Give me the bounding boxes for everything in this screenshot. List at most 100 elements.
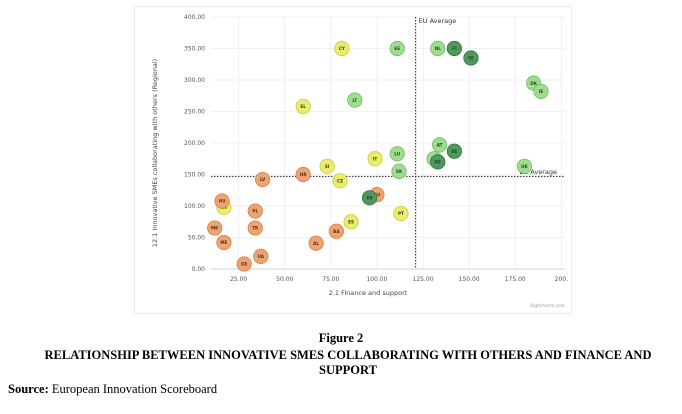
point-label: DE — [435, 160, 441, 165]
point-marker — [247, 203, 263, 219]
data-point-sk: SK — [391, 163, 407, 179]
point-marker — [253, 248, 269, 264]
point-marker — [207, 220, 223, 236]
x-tick-label: 200. — [555, 276, 568, 283]
y-tick-label: 300.00 — [184, 77, 205, 84]
x-tick-label: 75.00 — [322, 276, 339, 283]
point-label: SK — [396, 169, 403, 174]
point-marker — [463, 50, 479, 66]
point-marker — [295, 98, 311, 115]
point-marker — [236, 256, 252, 272]
point-marker — [391, 163, 407, 179]
point-label: UK — [521, 164, 528, 169]
data-point-al: AL — [308, 235, 324, 251]
data-point-be: BE — [446, 143, 462, 159]
point-marker — [516, 158, 533, 174]
data-point-cy: CY — [334, 40, 350, 57]
point-label: BA — [333, 229, 340, 234]
point-label: EL — [300, 104, 306, 109]
point-marker — [361, 190, 378, 206]
data-point-hu: HU — [214, 193, 230, 209]
point-marker — [255, 171, 271, 188]
point-label: ME — [220, 240, 227, 245]
data-point-tr: TR — [247, 220, 263, 236]
data-point-lv: LV — [255, 171, 271, 188]
x-tick-label: 50.00 — [276, 276, 293, 283]
data-point-el: EL — [295, 98, 311, 115]
point-label: AL — [313, 241, 319, 246]
figure-source: Source: European Innovation Scoreboard — [8, 382, 217, 397]
data-point-si: SI — [319, 158, 335, 174]
x-tick-label: 125.00 — [413, 276, 434, 283]
point-label: LV — [260, 177, 266, 182]
point-marker — [216, 234, 232, 251]
source-text: European Innovation Scoreboard — [48, 382, 218, 396]
point-marker — [334, 40, 350, 57]
figure-heading: RELATIONSHIP BETWEEN INNOVATIVE SMES COL… — [44, 348, 652, 377]
point-label: TR — [252, 226, 259, 231]
data-point-de: DE — [430, 154, 446, 170]
point-marker — [393, 205, 409, 222]
point-label: PL — [252, 209, 258, 214]
point-marker — [389, 146, 405, 162]
point-label: FI — [452, 46, 457, 51]
point-marker — [430, 154, 446, 170]
point-marker — [430, 40, 446, 57]
data-point-lt: LT — [347, 92, 363, 108]
point-label: HR — [300, 172, 308, 177]
point-label: SI — [325, 164, 330, 169]
point-marker — [343, 214, 359, 230]
chart-svg: 0.00 50.00 100.00 150.00 200.00 250.00 300.00 3… — [151, 14, 568, 309]
x-tick-label: 25.00 — [230, 276, 247, 283]
figure-label: Figure 2 — [318, 331, 364, 345]
y-tick-label: 250.00 — [184, 109, 205, 116]
point-label: IT — [373, 156, 378, 161]
point-marker — [328, 223, 344, 239]
point-label: AT — [437, 142, 443, 147]
x-axis-title: 2.1 Finance and support — [329, 289, 408, 297]
point-label: NO — [373, 192, 381, 197]
x-tick-label: 100.00 — [366, 276, 387, 283]
point-label: IE — [539, 89, 544, 94]
data-point-fi: FI — [446, 40, 462, 57]
chart-credit: Highcharts.com — [530, 303, 565, 309]
y-tick-label: 350.00 — [184, 46, 205, 53]
point-label: ES — [348, 219, 354, 224]
point-label: GE — [241, 262, 247, 267]
y-tick-label: 200.00 — [184, 140, 205, 147]
data-point-nl: NL — [430, 40, 446, 57]
x-tick-label: 175.00 — [505, 276, 526, 283]
point-marker — [308, 235, 324, 251]
data-point-ua: UA — [253, 248, 269, 264]
y-tick-label: 100.00 — [184, 203, 205, 210]
y-tick-label: 400.00 — [184, 14, 205, 21]
point-label: PT — [398, 211, 404, 216]
data-point-uk: UK — [516, 158, 533, 174]
point-marker — [332, 173, 348, 189]
data-point-mk: MK — [207, 220, 223, 236]
y-tick-label: 150.00 — [184, 172, 205, 179]
data-point-me: ME — [216, 234, 232, 251]
data-point-pt: PT — [393, 205, 409, 222]
point-marker — [446, 143, 462, 159]
point-label: NL — [435, 46, 442, 51]
data-point-ee: EE — [389, 40, 405, 57]
point-label: MK — [211, 226, 219, 231]
data-point-es: ES — [343, 214, 359, 230]
point-label: CZ — [337, 178, 343, 183]
data-point-ba: BA — [328, 223, 344, 239]
data-point-ge: GE — [236, 256, 252, 272]
point-marker — [247, 220, 263, 236]
point-marker — [295, 166, 311, 183]
point-label: UA — [258, 254, 265, 259]
point-label: EE — [394, 46, 400, 51]
point-label: HU — [219, 199, 227, 204]
point-label: RS — [366, 195, 372, 200]
y-tick-label: 50.00 — [188, 235, 205, 242]
scatter-chart: 0.00 50.00 100.00 150.00 200.00 250.00 300.00 3… — [134, 6, 572, 314]
point-marker — [319, 158, 335, 174]
data-point-it: IT — [367, 151, 383, 167]
data-point-hr: HR — [295, 166, 311, 183]
source-label: Source: — [8, 382, 49, 396]
point-marker — [432, 137, 448, 153]
